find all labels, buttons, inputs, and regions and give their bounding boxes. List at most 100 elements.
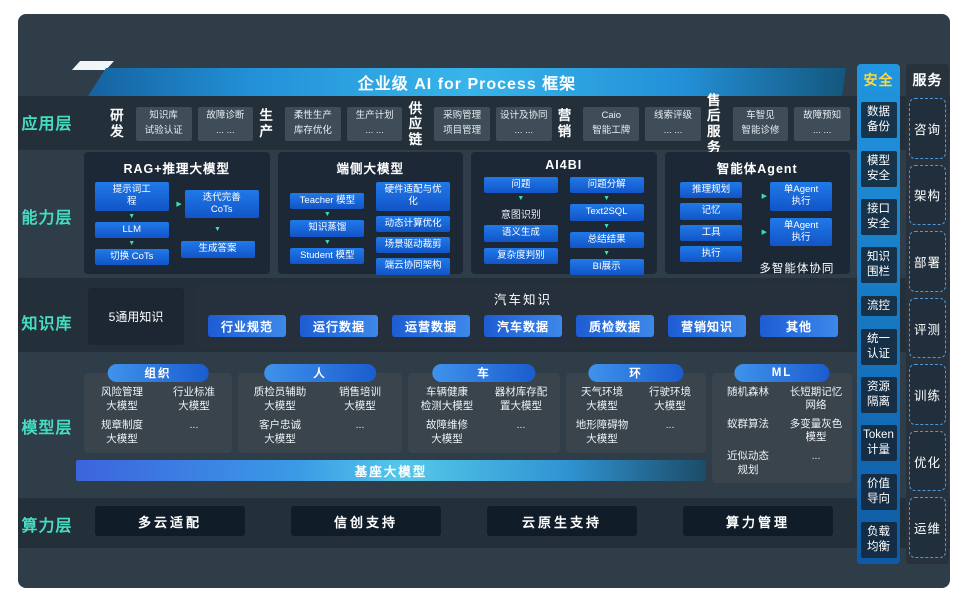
layer-label-knowledge: 知识库 [21, 316, 73, 333]
security-item: 流控 [860, 295, 897, 317]
model-item: 规章制度 大模型 [101, 419, 143, 445]
compute-item: 云原生支持 [487, 506, 637, 536]
model-item: ... [811, 449, 821, 462]
app-layer-band [18, 96, 950, 150]
model-item: 行驶环境 大模型 [649, 386, 691, 413]
flow-step: 切换 CoTs [94, 249, 169, 266]
model-item: ... [355, 419, 365, 432]
service-item: 运维 [909, 497, 946, 559]
compute-item: 算力管理 [683, 506, 833, 536]
agent-exec: 单Agent 执行 [770, 182, 833, 211]
arrow-down-icon [324, 211, 331, 218]
cap-title: 智能体Agent [716, 162, 798, 176]
compute-item: 多云适配 [95, 506, 245, 536]
app-item: Caio 智能工牌 [583, 107, 640, 141]
security-item: 负载 均衡 [860, 522, 897, 558]
arrow-down-icon [603, 195, 610, 202]
flow-step: 语义生成 [483, 225, 558, 242]
flow-step: 问题 [483, 177, 558, 194]
service-item: 评测 [909, 297, 946, 359]
flow-step: Teacher 模型 [290, 192, 365, 210]
app-group-supply-chain: 供应 链 采购管理 项目管理 设计及协同 ... ... [402, 101, 552, 148]
knowledge-pill: 运营数据 [392, 315, 470, 337]
arrow-down-icon [603, 223, 610, 230]
model-item: 器材库存配 置大模型 [494, 386, 548, 413]
feature-item: 场景驱动裁剪 [376, 237, 451, 254]
model-group-pill: 人 [264, 364, 376, 382]
model-item: 车辆健康 检测大模型 [420, 386, 474, 413]
model-item: 长短期记忆 网络 [789, 385, 843, 412]
security-item: 模型 安全 [860, 150, 897, 187]
app-group-production: 生产 柔性生产 库存优化 生产计划 ... ... [253, 107, 403, 141]
model-item: 销售培训 大模型 [339, 386, 381, 413]
service-item: 咨询 [909, 98, 946, 159]
model-item: 质检员辅助 大模型 [253, 386, 307, 413]
app-item: 故障诊断 ... ... [197, 107, 254, 141]
arrow-down-icon [517, 195, 524, 202]
banner-title: 企业级 AI for Process 框架 [357, 76, 577, 93]
security-item: 资源 隔离 [860, 377, 897, 414]
cap-title: RAG+推理大模型 [123, 162, 231, 176]
compute-layer-row: 多云适配 信创支持 云原生支持 算力管理 [95, 506, 833, 536]
app-item: 采购管理 项目管理 [434, 106, 490, 141]
base-model-bar: 基座大模型 [76, 460, 706, 481]
knowledge-pill: 其他 [760, 315, 838, 337]
layer-label-model: 模型层 [21, 420, 73, 437]
cap-box-ai4bi: AI4BI 问题 意图识别 语义生成 复杂度判别 问题分解 Text2SQL 总… [471, 152, 657, 276]
knowledge-pill: 质检数据 [576, 315, 654, 337]
general-knowledge-box: 5通用知识 [88, 288, 184, 345]
flow-step: BI展示 [569, 259, 644, 276]
model-group-environment: 环 天气环境 大模型 行驶环境 大模型 地形障碍物 大模型 ... [566, 364, 706, 462]
flow-step: 生成答案 [180, 241, 255, 258]
agent-module: 工具 [680, 224, 743, 242]
model-group-pill: ML [734, 364, 830, 382]
feature-item: 端云协同架构 [376, 258, 451, 275]
flow-label: 意图识别 [500, 210, 541, 222]
arrow-down-icon [128, 240, 135, 247]
cap-box-agent: 智能体Agent 推理规划 记忆 工具 执行 单Agent 执行 单Agent … [664, 152, 850, 276]
model-group-person: 人 质检员辅助 大模型 销售培训 大模型 客户忠诚 大模型 ... [238, 364, 402, 462]
app-item: 知识库 试验认证 [135, 107, 192, 141]
service-rail-title: 服务 [912, 72, 943, 88]
security-item: 统一 认证 [860, 328, 897, 365]
app-item: 故障预知 ... ... [794, 107, 851, 141]
banner: 企业级 AI for Process 框架 [88, 68, 846, 96]
cap-box-rag: RAG+推理大模型 提示词工 程 LLM 切换 CoTs 迭代完善 CoTs 生… [84, 152, 270, 274]
model-group-ml: ML 随机森林 长短期记忆 网络 蚁群算法 多变量灰色 模型 近似动态 规划 .… [712, 364, 852, 492]
flow-step: 问题分解 [569, 177, 644, 194]
model-item: 地形障碍物 大模型 [575, 419, 629, 445]
security-item: 知识 围栏 [860, 247, 897, 284]
flow-step: 提示词工 程 [94, 182, 169, 211]
layer-label-application: 应用层 [21, 116, 73, 133]
model-item: 天气环境 大模型 [581, 386, 623, 413]
service-item: 训练 [909, 364, 946, 425]
arrow-right-icon [176, 201, 181, 208]
arrow-right-icon [762, 229, 767, 236]
model-item: 蚁群算法 [727, 417, 769, 430]
model-group-pill: 车 [432, 364, 536, 382]
app-item: 设计及协同 ... ... [495, 106, 552, 141]
service-item: 架构 [909, 164, 946, 226]
flow-step: 总结结果 [569, 231, 644, 249]
app-group-rd: 研发 知识库 试验认证 故障诊断 ... ... [104, 107, 254, 141]
security-item: 数据 备份 [860, 102, 897, 139]
multi-agent-label: 多智能体协同 [759, 263, 835, 276]
feature-item: 动态计算优化 [376, 215, 451, 233]
model-group-vehicle: 车 车辆健康 检测大模型 器材库存配 置大模型 故障维修 大模型 ... [408, 364, 560, 462]
cap-box-edge-model: 端侧大模型 Teacher 模型 知识蒸馏 Student 模型 硬件适配与优 … [277, 152, 463, 275]
service-item: 优化 [909, 430, 946, 492]
cap-title: 端侧大模型 [336, 162, 404, 176]
flow-step: LLM [94, 221, 169, 239]
model-item: 风险管理 大模型 [101, 386, 143, 413]
app-group-marketing: 营销 Caio 智能工牌 线索评级 ... ... [552, 107, 701, 141]
arrow-right-icon [762, 193, 767, 200]
app-item: 车智见 智能诊修 [732, 107, 789, 141]
model-group-pill: 组织 [107, 364, 209, 382]
layer-label-capability: 能力层 [21, 210, 73, 227]
app-group-label: 售后 服务 [706, 92, 721, 155]
agent-module: 执行 [680, 246, 743, 263]
compute-item: 信创支持 [291, 506, 441, 536]
agent-exec: 单Agent 执行 [770, 217, 833, 247]
knowledge-pill: 运行数据 [300, 315, 378, 337]
feature-item: 硬件适配与优 化 [376, 182, 451, 211]
